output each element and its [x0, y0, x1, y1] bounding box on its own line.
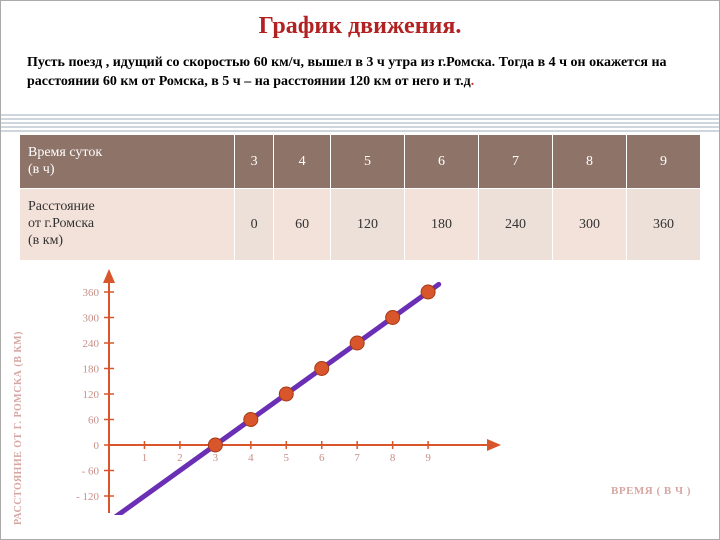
header-label-l2: (в ч) — [28, 162, 230, 179]
data-table: Время суток (в ч) 3 4 5 6 7 8 9 Расстоян… — [19, 134, 701, 261]
svg-text:7: 7 — [354, 452, 360, 464]
dist-1: 60 — [274, 189, 331, 260]
dist-2: 120 — [331, 189, 405, 260]
chart-area: РАССТОЯНИЕ ОТ Г. РОМСКА (В КМ) ВРЕМЯ ( В… — [19, 265, 701, 525]
slide-title: График движения. — [1, 13, 719, 40]
svg-text:360: 360 — [83, 287, 100, 299]
desc-main: Пусть поезд , идущий со скоростью 60 км/… — [27, 55, 667, 89]
time-h-2: 5 — [331, 134, 405, 189]
svg-text:180: 180 — [83, 363, 100, 375]
svg-text:5: 5 — [284, 452, 290, 464]
svg-text:8: 8 — [390, 452, 396, 464]
y-axis-label: РАССТОЯНИЕ ОТ Г. РОМСКА (В КМ) — [13, 265, 24, 525]
svg-text:- 60: - 60 — [82, 465, 100, 477]
row-label-cell: Расстояние от г.Ромска (в км) — [20, 189, 235, 260]
svg-text:4: 4 — [248, 452, 254, 464]
time-h-3: 6 — [405, 134, 479, 189]
svg-text:120: 120 — [83, 389, 100, 401]
header-label-l1: Время суток — [28, 145, 230, 162]
dist-0: 0 — [234, 189, 273, 260]
svg-text:2: 2 — [177, 452, 183, 464]
svg-text:- 120: - 120 — [76, 491, 99, 503]
row-label-l3: (в км) — [28, 233, 230, 250]
time-h-1: 4 — [274, 134, 331, 189]
svg-text:60: 60 — [88, 414, 100, 426]
table-data-row: Расстояние от г.Ромска (в км) 0 60 120 1… — [20, 189, 701, 260]
time-h-5: 8 — [552, 134, 626, 189]
x-axis-label: ВРЕМЯ ( В Ч ) — [611, 485, 691, 497]
dist-3: 180 — [405, 189, 479, 260]
dist-6: 360 — [626, 189, 700, 260]
decorative-stripes — [1, 114, 719, 134]
dist-5: 300 — [552, 189, 626, 260]
svg-text:300: 300 — [83, 312, 100, 324]
slide-description: Пусть поезд , идущий со скоростью 60 км/… — [1, 54, 719, 100]
svg-text:3: 3 — [213, 452, 219, 464]
svg-text:1: 1 — [142, 452, 148, 464]
row-label-l1: Расстояние — [28, 199, 230, 216]
time-h-6: 9 — [626, 134, 700, 189]
row-label-l2: от г.Ромска — [28, 216, 230, 233]
table-header-row: Время суток (в ч) 3 4 5 6 7 8 9 — [20, 134, 701, 189]
time-h-4: 7 — [479, 134, 553, 189]
header-label-cell: Время суток (в ч) — [20, 134, 235, 189]
svg-text:240: 240 — [83, 338, 100, 350]
time-h-0: 3 — [234, 134, 273, 189]
svg-text:6: 6 — [319, 452, 325, 464]
svg-text:0: 0 — [94, 440, 100, 452]
chart-svg: 123456789- 180- 120- 6006012018024030036… — [19, 265, 559, 515]
dist-4: 240 — [479, 189, 553, 260]
svg-text:9: 9 — [425, 452, 431, 464]
desc-tail: . — [471, 74, 475, 89]
